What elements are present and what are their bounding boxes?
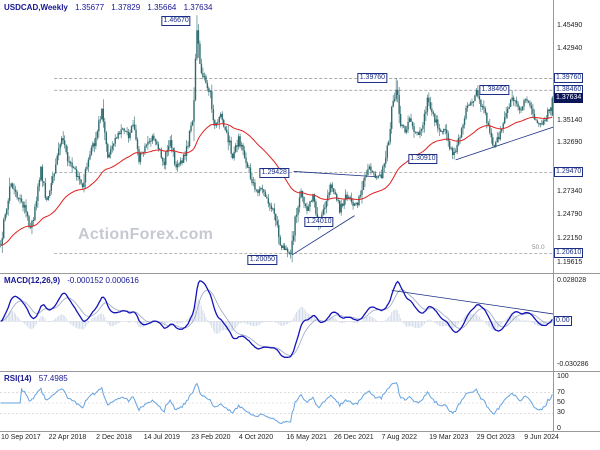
rsi-indicator-label: RSI(14) bbox=[4, 374, 32, 383]
candle-bodies bbox=[0, 30, 553, 255]
watermark: ActionForex.com bbox=[78, 226, 214, 243]
ohlc-low-value: 1.35664 bbox=[147, 3, 177, 12]
candle-wicks bbox=[0, 15, 553, 263]
ohlc-high-value: 1.37829 bbox=[111, 3, 141, 12]
macd-histogram bbox=[1, 299, 553, 334]
rsi-panel bbox=[0, 382, 553, 425]
macd-line bbox=[0, 280, 553, 358]
ohlc-close-value: 1.37634 bbox=[183, 3, 213, 12]
price-panel-header: USDCAD,Weekly 1.35677 1.37829 1.35664 1.… bbox=[4, 3, 213, 12]
macd-indicator-label: MACD(12,26,9) bbox=[4, 276, 61, 285]
rsi-indicator-value: 57.4985 bbox=[38, 374, 68, 383]
macd-panel-header: MACD(12,26,9) -0.000152 0.000616 bbox=[4, 276, 139, 285]
macd-signal-line bbox=[0, 289, 553, 356]
rsi-panel-header: RSI(14) 57.4985 bbox=[4, 374, 68, 383]
macd-trendline bbox=[391, 289, 553, 315]
rsi-line bbox=[0, 382, 553, 425]
moving-average-line bbox=[0, 116, 553, 246]
trendline bbox=[291, 215, 355, 256]
ohlc-open-value: 1.35677 bbox=[75, 3, 105, 12]
trendline bbox=[455, 126, 553, 161]
symbol-timeframe-label: USDCAD,Weekly bbox=[4, 3, 68, 12]
trendline bbox=[293, 171, 377, 178]
macd-panel bbox=[0, 280, 553, 358]
price-panel bbox=[0, 15, 553, 263]
macd-indicator-values: -0.000152 0.000616 bbox=[67, 276, 139, 285]
